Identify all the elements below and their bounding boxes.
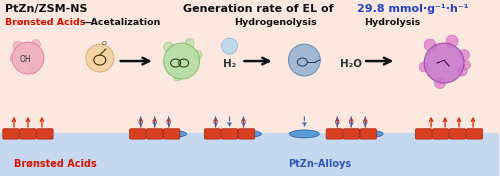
Circle shape xyxy=(29,66,37,74)
Text: PtZn-Alloys: PtZn-Alloys xyxy=(288,159,351,169)
Circle shape xyxy=(12,42,44,74)
Ellipse shape xyxy=(290,130,320,138)
FancyBboxPatch shape xyxy=(450,129,466,139)
Text: Generation rate of EL of: Generation rate of EL of xyxy=(182,4,337,14)
Circle shape xyxy=(10,54,18,62)
FancyBboxPatch shape xyxy=(20,129,36,139)
Text: H₂O: H₂O xyxy=(340,59,362,69)
Circle shape xyxy=(164,42,173,52)
FancyBboxPatch shape xyxy=(416,129,432,139)
Circle shape xyxy=(185,39,194,48)
Ellipse shape xyxy=(346,130,383,138)
Circle shape xyxy=(419,62,429,72)
Text: Hydrogenolysis: Hydrogenolysis xyxy=(234,18,317,27)
Circle shape xyxy=(222,38,238,54)
Circle shape xyxy=(288,44,320,76)
Circle shape xyxy=(458,50,469,61)
FancyBboxPatch shape xyxy=(326,129,342,139)
Circle shape xyxy=(86,44,114,72)
Text: Brønsted Acids: Brønsted Acids xyxy=(5,18,86,27)
FancyBboxPatch shape xyxy=(466,129,482,139)
FancyBboxPatch shape xyxy=(343,129,359,139)
Circle shape xyxy=(164,43,200,79)
FancyBboxPatch shape xyxy=(164,129,180,139)
FancyBboxPatch shape xyxy=(360,129,376,139)
Text: PtZn/ZSM-NS: PtZn/ZSM-NS xyxy=(5,4,87,14)
Text: H₂: H₂ xyxy=(223,59,236,69)
Circle shape xyxy=(32,40,40,49)
Circle shape xyxy=(424,43,464,83)
Circle shape xyxy=(457,66,467,76)
FancyBboxPatch shape xyxy=(0,133,500,176)
Ellipse shape xyxy=(224,130,262,138)
Ellipse shape xyxy=(148,130,186,138)
Circle shape xyxy=(434,77,446,89)
FancyBboxPatch shape xyxy=(130,129,146,139)
Text: Brønsted Acids: Brønsted Acids xyxy=(14,159,96,169)
Circle shape xyxy=(193,51,202,59)
Text: 29.8 mmol·g⁻¹·h⁻¹: 29.8 mmol·g⁻¹·h⁻¹ xyxy=(358,4,469,14)
Text: O: O xyxy=(102,41,107,46)
FancyBboxPatch shape xyxy=(36,129,53,139)
Circle shape xyxy=(174,73,182,81)
FancyBboxPatch shape xyxy=(204,129,220,139)
FancyBboxPatch shape xyxy=(222,129,238,139)
FancyBboxPatch shape xyxy=(3,129,19,139)
FancyBboxPatch shape xyxy=(238,129,254,139)
Text: OH: OH xyxy=(20,55,32,64)
Circle shape xyxy=(13,41,23,51)
Circle shape xyxy=(424,39,436,51)
FancyBboxPatch shape xyxy=(432,129,449,139)
Text: Hydrolysis: Hydrolysis xyxy=(364,18,420,27)
FancyBboxPatch shape xyxy=(146,129,163,139)
Circle shape xyxy=(462,61,470,70)
Text: —Acetalization: —Acetalization xyxy=(82,18,161,27)
Circle shape xyxy=(446,35,458,47)
